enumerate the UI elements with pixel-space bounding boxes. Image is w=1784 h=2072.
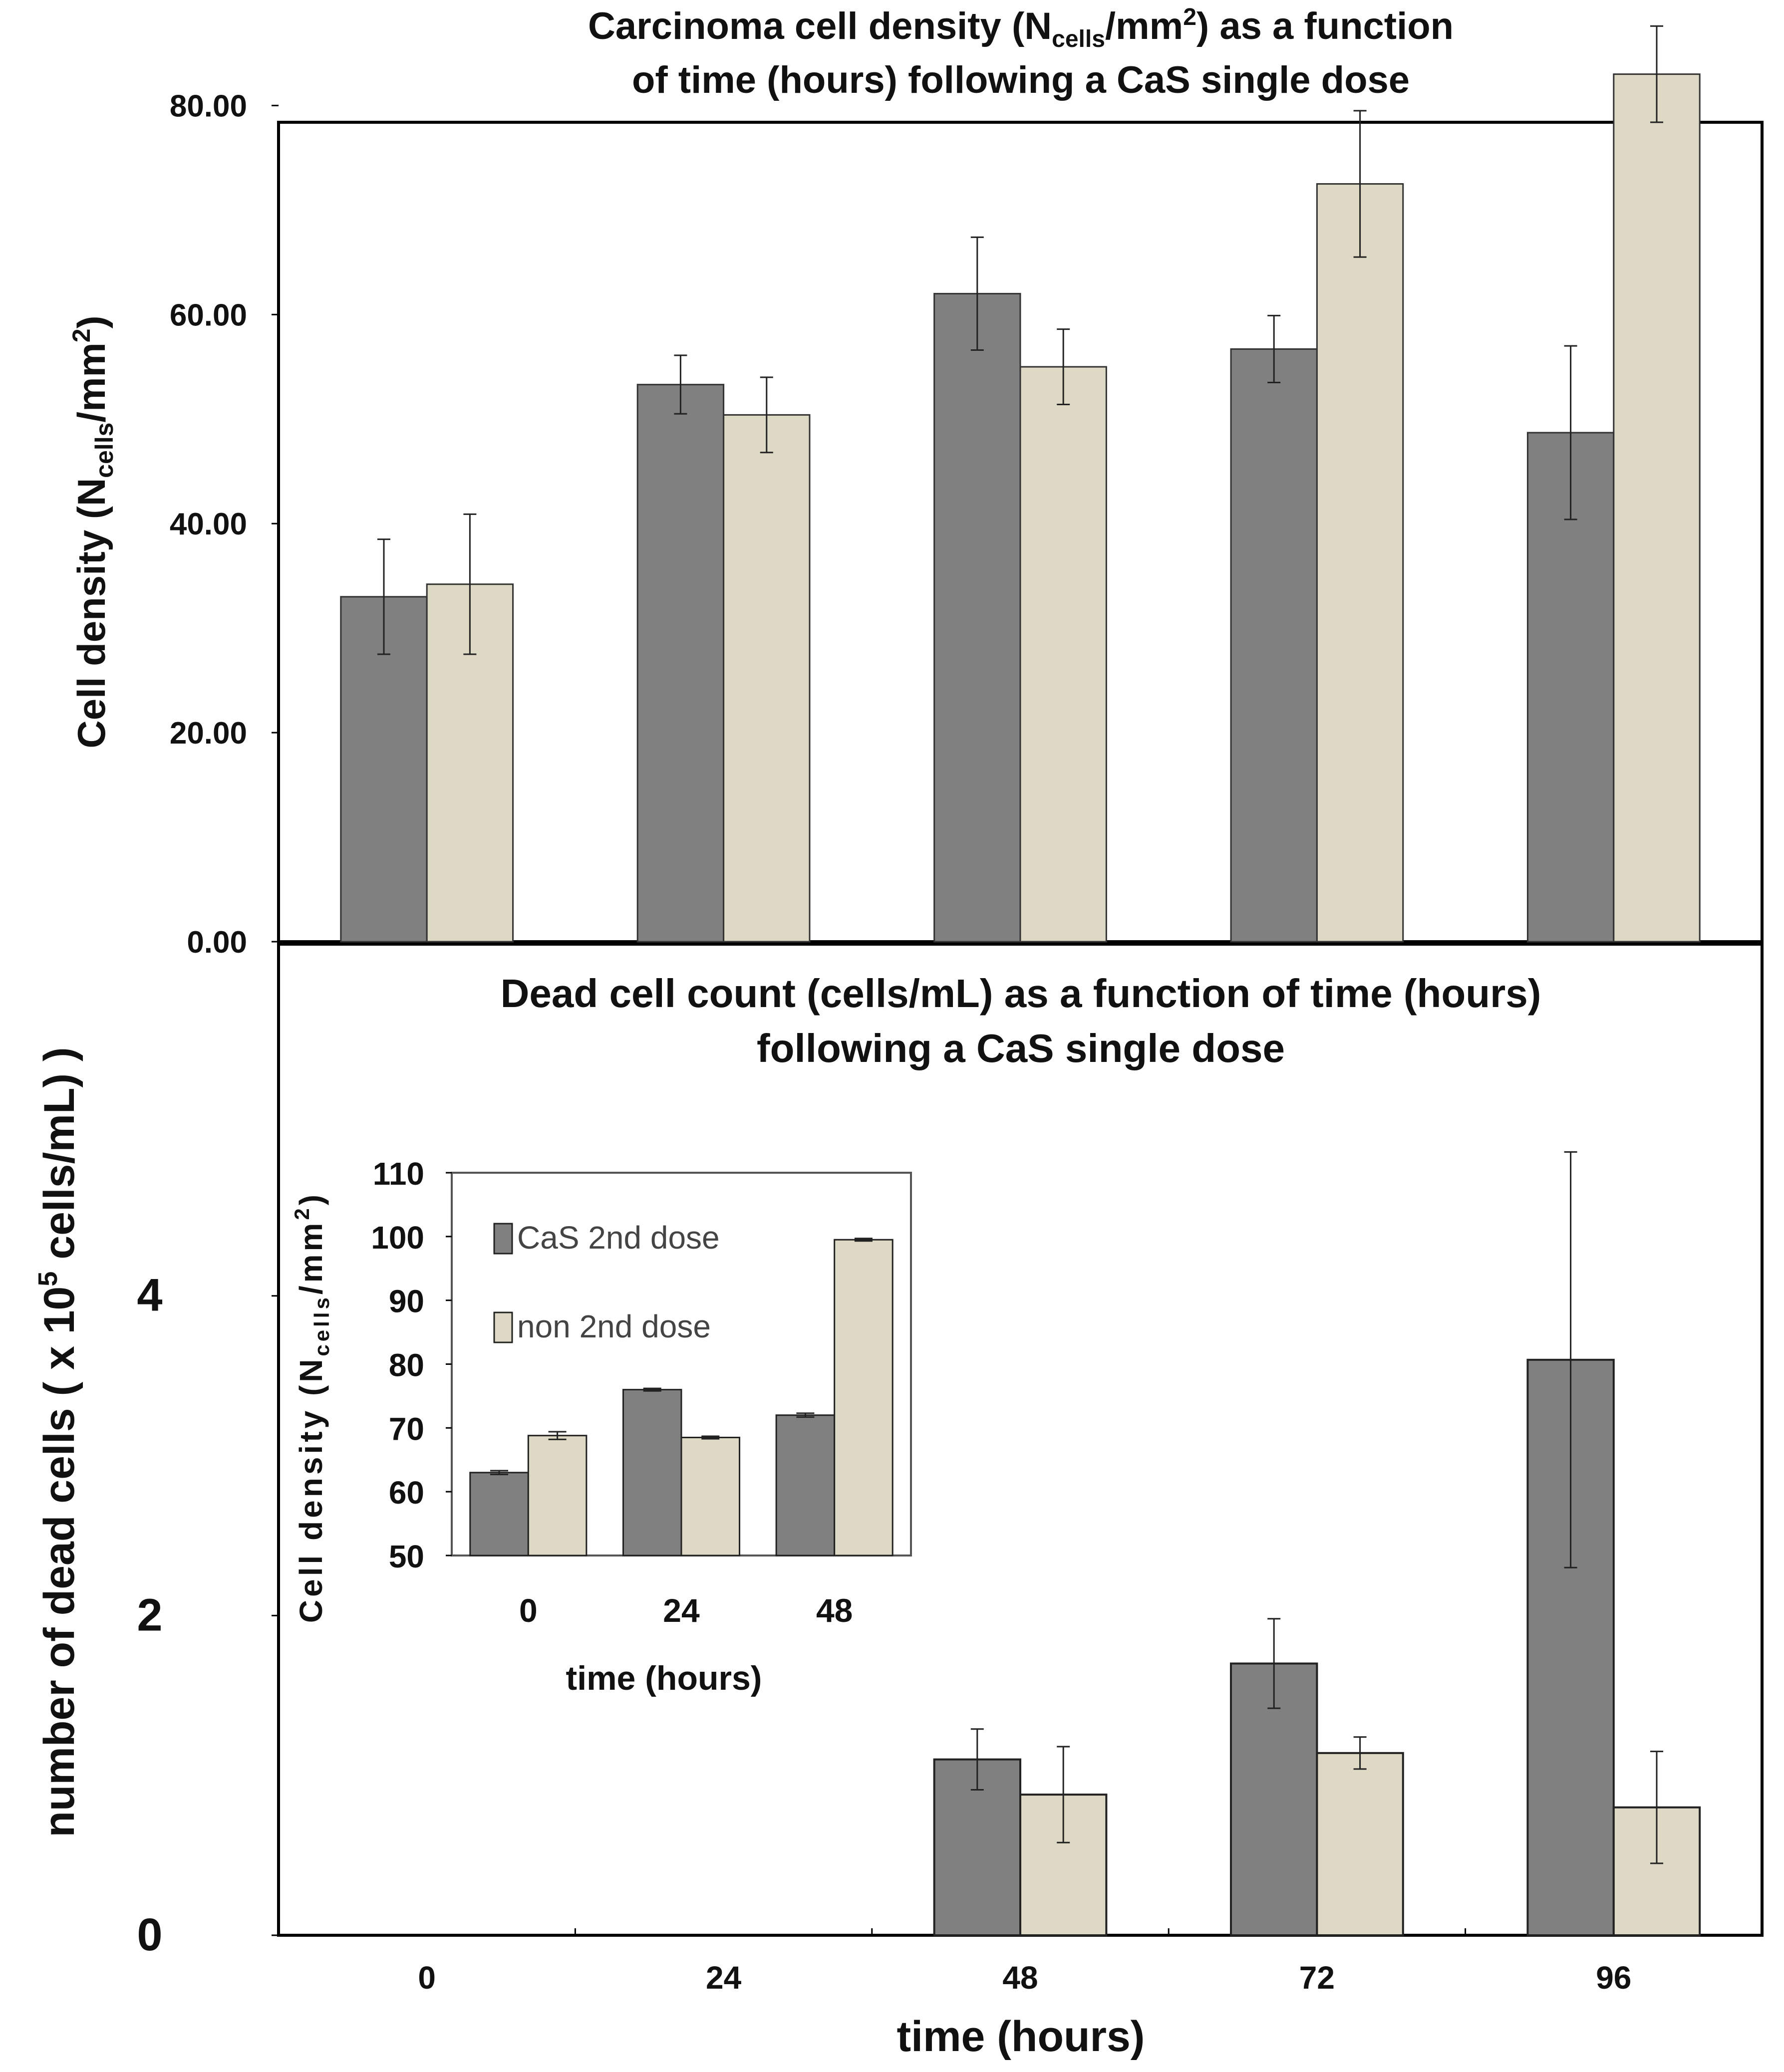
top-bar-non-24: [723, 414, 811, 943]
legend-swatch-cas: [493, 1223, 513, 1255]
top-y-axis-label: Cell density (Ncells/mm2): [67, 315, 118, 748]
legend-label-non: non 2nd dose: [517, 1308, 711, 1344]
inset-y-tick-label: 50: [389, 1539, 424, 1574]
bottom-chart: Dead cell count (cells/mL) as a function…: [33, 943, 1764, 2061]
inset-x-tick-label: 24: [663, 1592, 700, 1629]
inset-y-tick-label: 60: [389, 1475, 424, 1511]
top-y-ticks: 0.00 20.00 40.00 60.00 80.00: [170, 89, 279, 960]
inset-x-axis-label: time (hours): [566, 1659, 762, 1697]
top-y-tick-label: 80.00: [170, 89, 247, 123]
top-bar-non-72: [1316, 183, 1404, 943]
legend-swatch-non: [493, 1311, 513, 1343]
inset-y-axis-label: Cell density (Ncells/mm2): [290, 1192, 333, 1623]
bottom-x-tick-label: 48: [1002, 1960, 1038, 1996]
bottom-title-line1: Dead cell count (cells/mL) as a function…: [501, 971, 1541, 1016]
inset-bar-cas-48: [775, 1414, 836, 1556]
top-bar-cas-48: [933, 292, 1021, 943]
top-bar-non-96: [1613, 73, 1701, 943]
top-title-line1: Carcinoma cell density (Ncells/mm2) as a…: [588, 4, 1454, 52]
bottom-y-tick-label: 0: [137, 1909, 162, 1960]
legend-label-cas: CaS 2nd dose: [517, 1220, 720, 1256]
inset-y-tick-label: 90: [389, 1284, 424, 1319]
bottom-x-tick-label: 96: [1596, 1960, 1631, 1996]
inset-y-tick-label: 70: [389, 1411, 424, 1447]
inset-x-tick-label: 48: [816, 1592, 853, 1629]
top-chart: Carcinoma cell density (Ncells/mm2) as a…: [67, 4, 1764, 960]
bottom-bar-non-72: [1316, 1752, 1404, 1937]
top-y-tick-label: 40.00: [170, 507, 247, 541]
inset-chart: 50 60 70 80 90 100 110 0 24 48 CaS 2nd dose non 2n…: [290, 1156, 912, 1697]
top-bar-cas-24: [636, 384, 725, 943]
top-bar-non-48: [1019, 366, 1107, 943]
inset-x-tick-label: 0: [519, 1592, 538, 1629]
top-y-tick-label: 60.00: [170, 298, 247, 332]
inset-bar-non-24: [680, 1437, 741, 1556]
inset-y-tick-label: 110: [373, 1156, 424, 1192]
top-y-tick-label: 0.00: [187, 925, 247, 960]
bottom-x-tick-label: 24: [706, 1960, 742, 1996]
inset-bar-cas-24: [622, 1389, 682, 1556]
bottom-y-tick-label: 2: [137, 1589, 162, 1640]
bottom-x-tick-label: 72: [1299, 1960, 1335, 1996]
inset-bar-non-0: [527, 1435, 588, 1556]
inset-ticks: 50 60 70 80 90 100 110 0 24 48: [371, 1156, 853, 1629]
inset-bars: [469, 1238, 893, 1556]
bottom-title-line2: following a CaS single dose: [757, 1026, 1285, 1070]
inset-bar-non-48: [834, 1239, 893, 1556]
inset-y-tick-label: 80: [389, 1347, 424, 1383]
bottom-y-tick-label: 4: [137, 1270, 162, 1321]
bottom-x-tick-label: 0: [418, 1960, 436, 1996]
inset-legend: CaS 2nd dose non 2nd dose: [493, 1220, 720, 1344]
bottom-bars: [933, 1151, 1701, 1937]
top-bars: [340, 25, 1701, 943]
inset-y-tick-label: 100: [371, 1220, 424, 1256]
top-y-tick-label: 20.00: [170, 716, 247, 751]
top-bar-cas-72: [1230, 348, 1318, 943]
inset-bar-cas-0: [469, 1472, 529, 1556]
top-title-line2: of time (hours) following a CaS single d…: [632, 59, 1410, 101]
bottom-y-axis-label: number of dead cells ( x 105 cells/mL) ): [33, 1047, 83, 1837]
bottom-x-axis-label: time (hours): [897, 2013, 1145, 2061]
